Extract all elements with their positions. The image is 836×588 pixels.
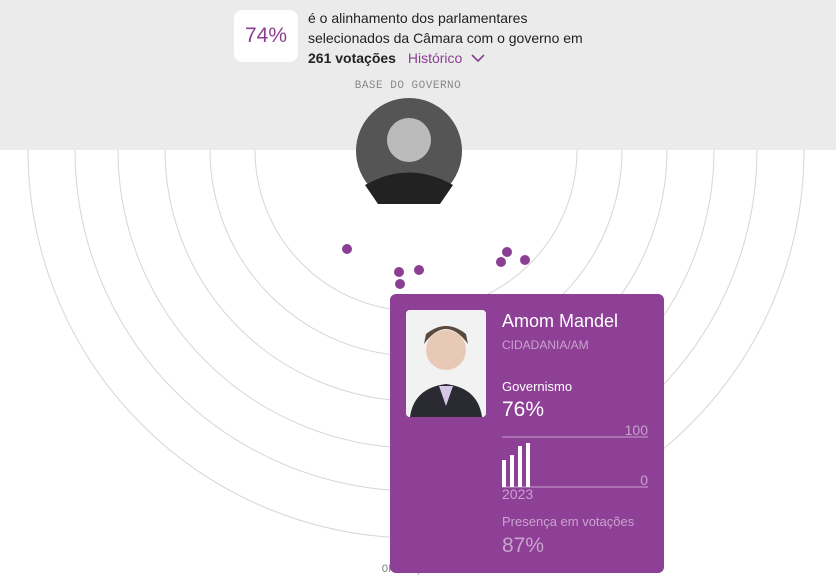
party: CIDADANIA/AM — [502, 338, 589, 352]
photo — [406, 310, 486, 417]
presence-value: 87% — [502, 534, 545, 557]
header-text: é o alinhamento dos parlamentares seleci… — [308, 8, 583, 68]
votes: 261 votações — [308, 50, 396, 66]
bar — [526, 443, 530, 487]
chevron[interactable] — [470, 53, 486, 63]
presence-label: Presença em votações — [502, 514, 635, 529]
text: 261 votações Histórico — [308, 48, 583, 68]
mini-chart: 100 0 — [502, 422, 649, 488]
alignment-badge: 74% — [234, 10, 298, 62]
text: selecionados da Câmara com o governo em — [308, 30, 583, 46]
tick-label: 100 — [625, 422, 649, 438]
year: 2023 — [502, 486, 534, 502]
tick-label: 0 — [640, 472, 648, 488]
base-label: BASE DO GOVERNO — [354, 80, 462, 92]
metric-label: Governismo — [502, 379, 573, 394]
name: Amom Mandel — [502, 311, 619, 331]
card: Amom Mandel CIDADANIA/AM Governismo 76% … — [390, 294, 664, 573]
text: é o alinhamento dos parlamentares — [308, 10, 528, 26]
bar — [518, 446, 522, 487]
bar — [502, 460, 506, 487]
history-link[interactable]: Histórico — [407, 50, 463, 66]
bar — [510, 455, 514, 487]
metric-value: 76% — [502, 398, 545, 421]
